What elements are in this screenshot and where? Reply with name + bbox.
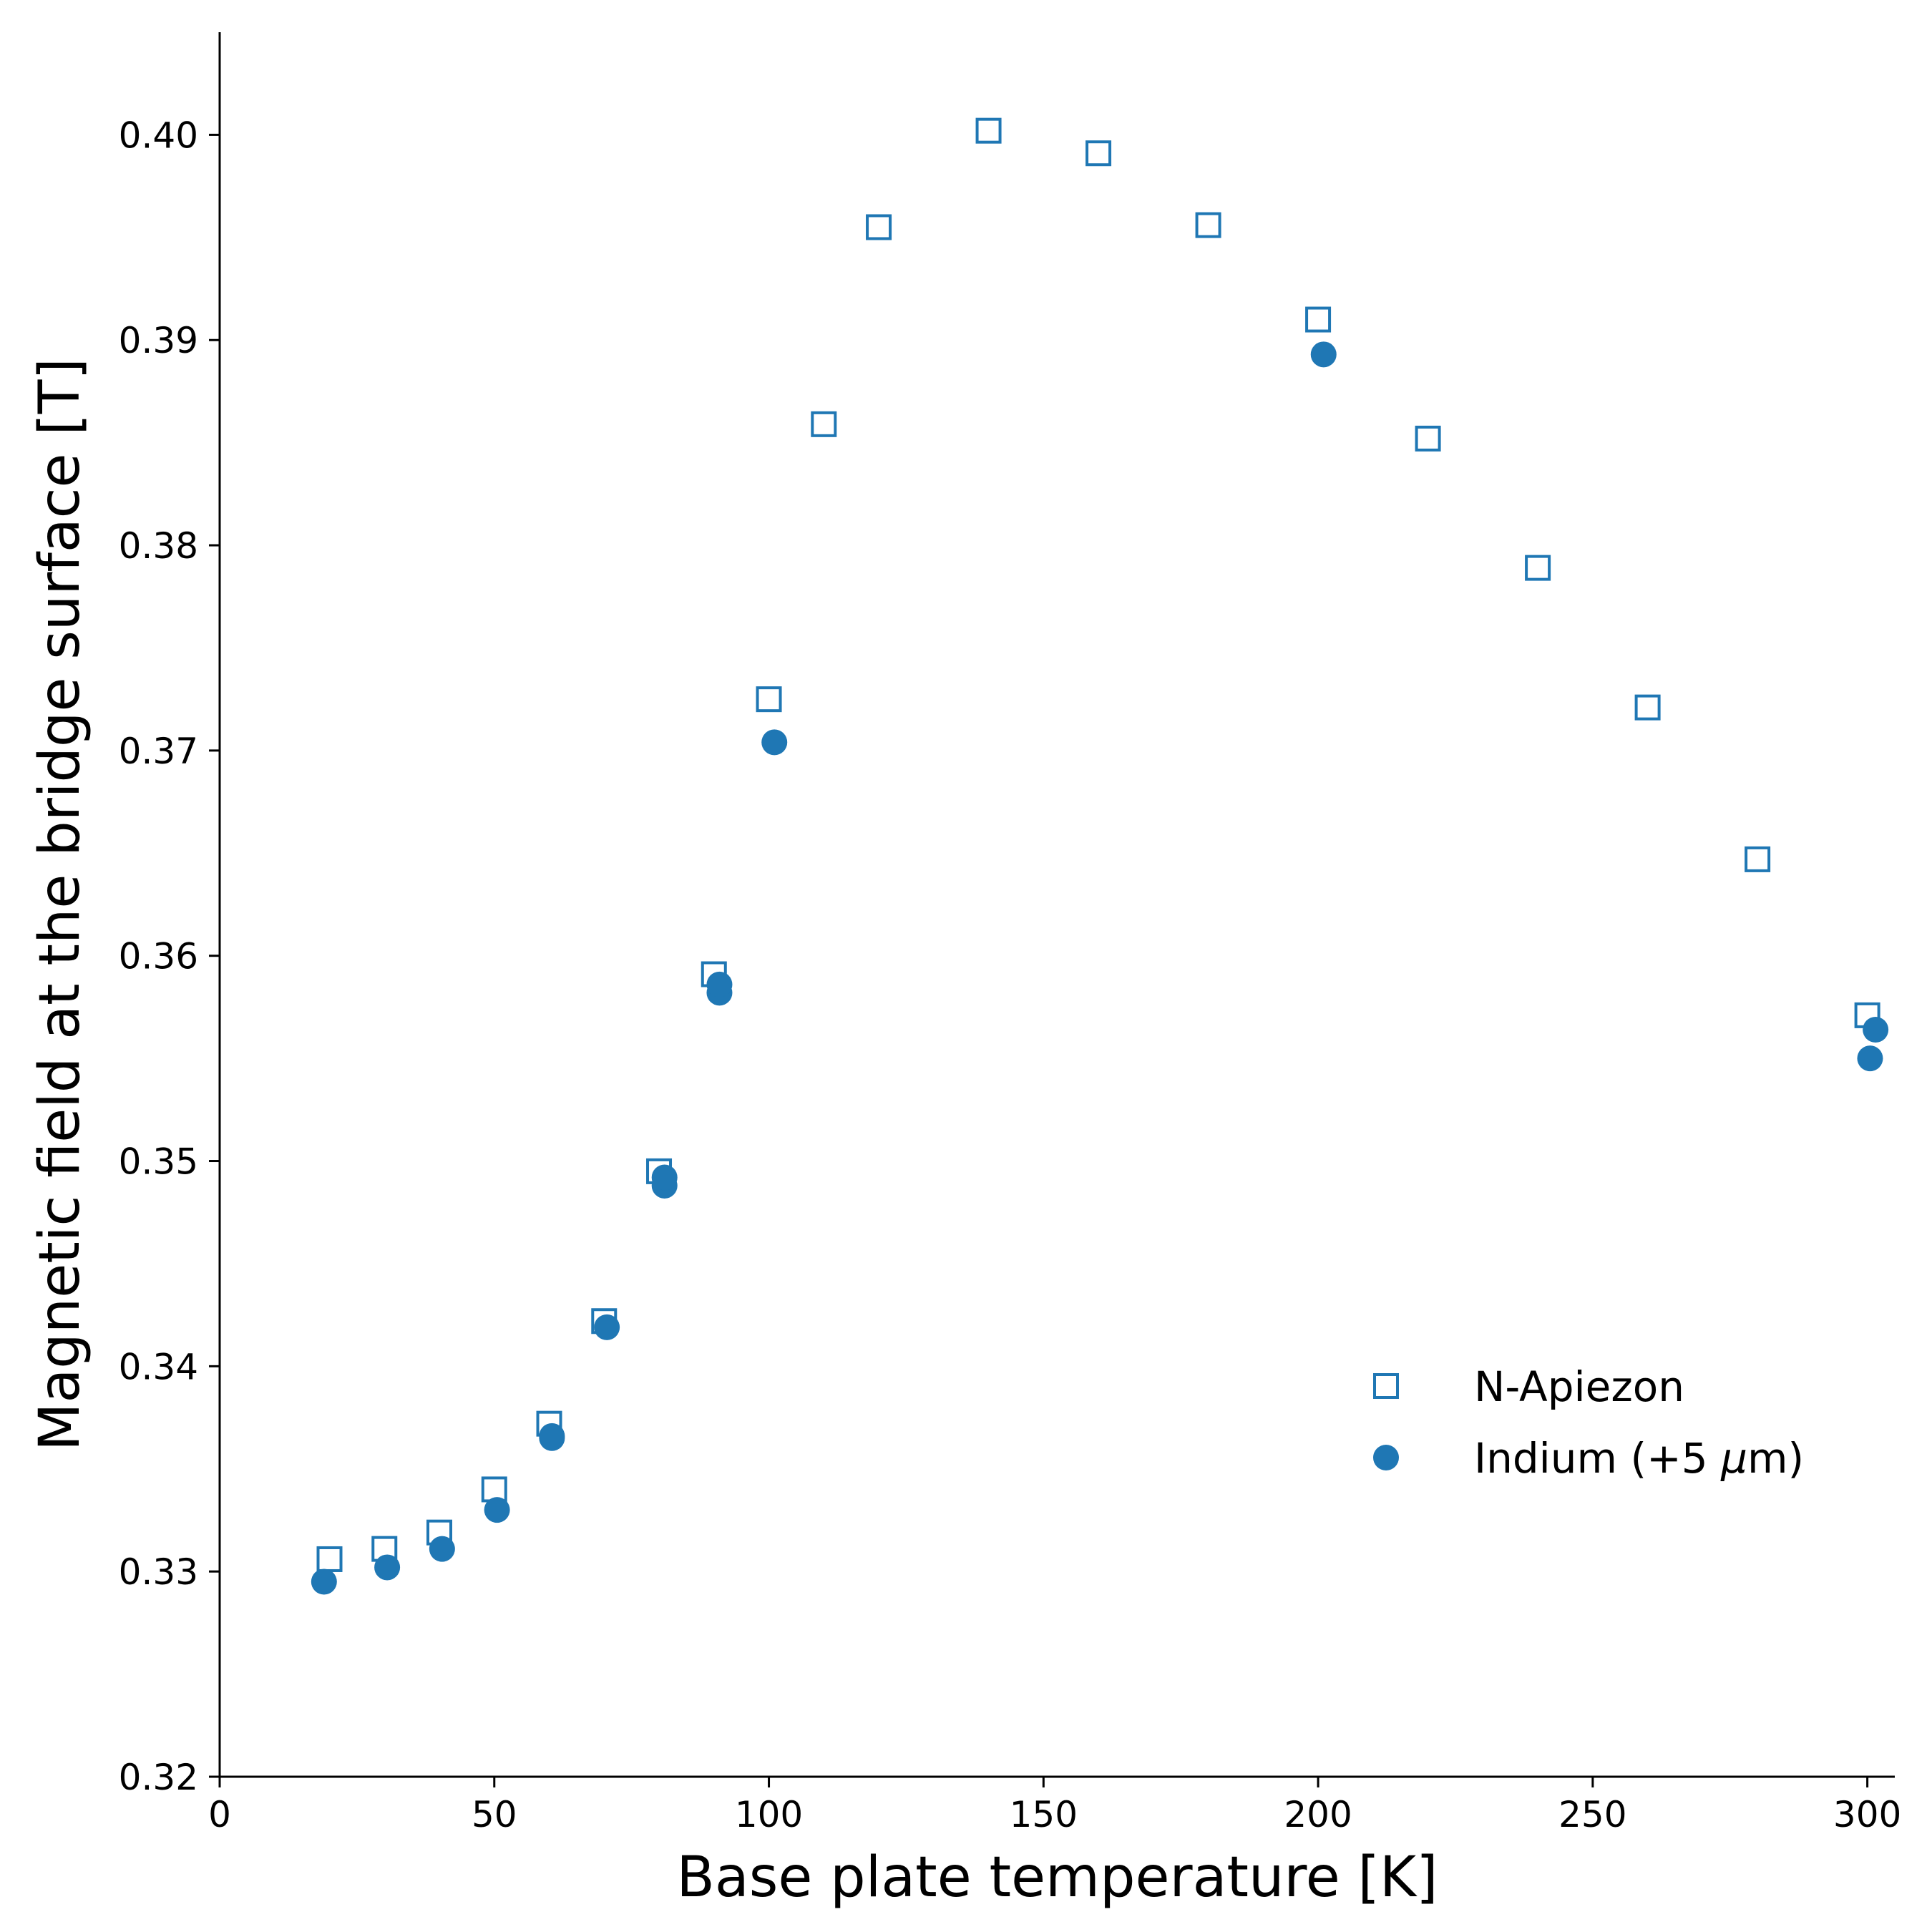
n-apiezon-point: [811, 411, 837, 437]
indium-point: [1310, 341, 1337, 368]
x-axis-title: Base plate temperature [K]: [676, 1845, 1438, 1910]
y-tick-label: 0.39: [119, 320, 198, 361]
n-apiezon-point: [1305, 306, 1332, 333]
legend: N-Apiezon Indium (+5 μm): [1373, 1362, 1804, 1483]
indium-point: [429, 1536, 455, 1562]
legend-marker-n-apiezon: [1373, 1373, 1399, 1399]
n-apiezon-point: [316, 1546, 343, 1572]
x-tick-label: 200: [1284, 1794, 1352, 1835]
indium-point: [311, 1568, 337, 1595]
legend-label-indium-mu: μ: [1720, 1434, 1747, 1483]
n-apiezon-point: [1415, 425, 1441, 452]
x-tick-label: 50: [472, 1794, 517, 1835]
indium-point: [1857, 1045, 1883, 1072]
x-axis-ticks: 0 50 100 150 200 250 300: [208, 1777, 1901, 1835]
x-tick-label: 100: [735, 1794, 803, 1835]
indium-point: [706, 971, 733, 997]
n-apiezon-point: [1195, 212, 1221, 238]
data-points: [311, 117, 1889, 1595]
indium-point: [594, 1314, 620, 1340]
indium-point: [484, 1497, 510, 1523]
n-apiezon-point: [756, 686, 782, 713]
legend-marker-indium: [1373, 1445, 1399, 1470]
y-tick-label: 0.40: [119, 114, 198, 156]
indium-point: [761, 729, 788, 756]
y-tick-label: 0.32: [119, 1757, 198, 1798]
y-axis-title: Magnetic field at the bridge surface [T]: [28, 358, 92, 1451]
indium-point: [651, 1164, 678, 1191]
x-tick-label: 300: [1833, 1794, 1901, 1835]
indium-point: [539, 1425, 565, 1451]
indium-point: [374, 1554, 401, 1581]
n-apiezon-point: [1634, 694, 1661, 721]
legend-label-n-apiezon: N-Apiezon: [1474, 1362, 1684, 1411]
legend-label-indium-prefix: Indium (+5: [1474, 1434, 1721, 1483]
axes: 0 50 100 150 200 250 300 0.320.330.340.350.360…: [119, 32, 1901, 1835]
n-apiezon-point: [1525, 555, 1551, 581]
n-apiezon-point: [866, 214, 892, 240]
n-apiezon-point: [1745, 846, 1771, 872]
legend-label-indium-suffix: m): [1747, 1434, 1804, 1483]
y-tick-label: 0.36: [119, 936, 198, 977]
x-tick-label: 0: [208, 1794, 231, 1835]
y-tick-label: 0.37: [119, 731, 198, 772]
n-apiezon-point: [1085, 140, 1112, 167]
x-tick-label: 250: [1558, 1794, 1626, 1835]
y-tick-label: 0.35: [119, 1141, 198, 1183]
legend-label-indium: Indium (+5 μm): [1474, 1434, 1804, 1483]
y-tick-label: 0.33: [119, 1551, 198, 1593]
y-tick-label: 0.38: [119, 525, 198, 567]
n-apiezon-point: [975, 117, 1002, 144]
y-tick-label: 0.34: [119, 1346, 198, 1387]
y-axis-ticks: 0.32 0.33 0.34 0.35 0.36 0.37 0.38 0.39 0.40: [119, 114, 220, 1798]
x-tick-label: 150: [1010, 1794, 1078, 1835]
indium-point: [1863, 1016, 1889, 1043]
